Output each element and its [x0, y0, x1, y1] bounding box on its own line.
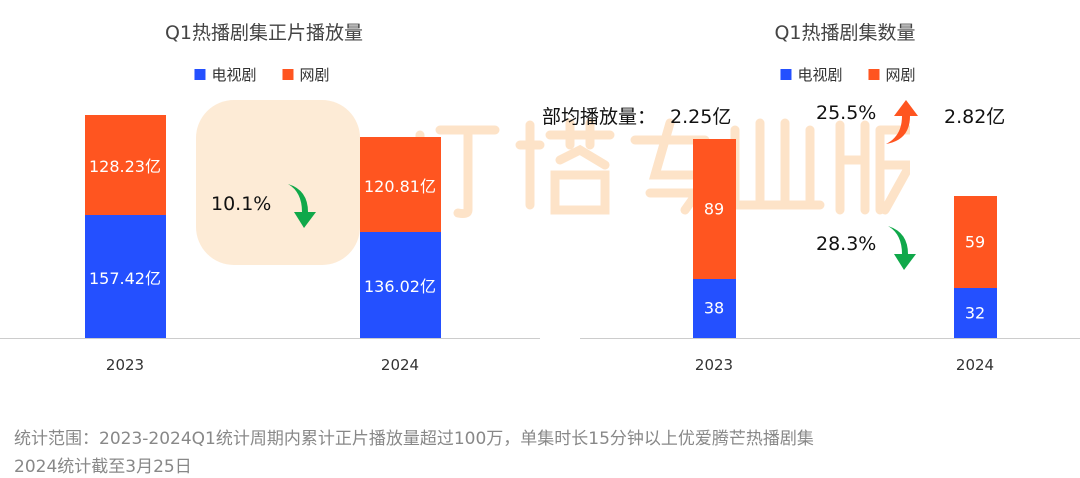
data-label: 128.23亿 — [89, 156, 161, 176]
data-label: 32 — [964, 303, 986, 323]
bar-2024-tv — [953, 287, 997, 338]
bar-2023-tv — [84, 215, 166, 338]
x-axis — [0, 338, 540, 339]
legend-swatch-web — [868, 69, 880, 80]
legend-swatch-web — [282, 69, 294, 80]
legend-swatch-tv — [194, 69, 206, 80]
legend: 电视剧 网剧 — [780, 64, 916, 85]
data-label: 120.81亿 — [364, 176, 436, 196]
bar-2024-web — [359, 137, 441, 232]
bar-2024-web — [953, 195, 997, 288]
down-arrow-icon — [288, 184, 316, 228]
chart-title: Q1热播剧集数量 — [774, 22, 916, 44]
avg-2023: 2.25亿 — [670, 106, 732, 128]
change-annotation: 10.1% — [211, 193, 272, 215]
data-label: 136.02亿 — [364, 276, 436, 296]
footnote-line-2: 2024统计截至3月25日 — [14, 457, 192, 477]
up-arrow-icon — [886, 100, 918, 144]
x-tick-label: 2023 — [105, 356, 145, 374]
x-tick-label: 2024 — [955, 356, 995, 374]
data-label: 59 — [964, 232, 986, 252]
avg-2024: 2.82亿 — [944, 106, 1006, 128]
avg-change: 25.5% — [816, 102, 877, 124]
watermark-lettering — [410, 118, 910, 219]
data-label: 38 — [703, 298, 725, 318]
bar-2023-web — [692, 139, 736, 279]
avg-label: 部均播放量： — [542, 106, 657, 128]
bar-2024-tv — [359, 231, 441, 338]
bar-2023-tv — [692, 278, 736, 338]
legend-swatch-tv — [780, 69, 792, 80]
legend-web: 网剧 — [885, 66, 916, 84]
legend-web: 网剧 — [299, 66, 330, 84]
watermark-logo — [196, 100, 360, 265]
count-change: 28.3% — [816, 233, 877, 255]
legend-tv: 电视剧 — [211, 66, 257, 84]
chart-title: Q1热播剧集正片播放量 — [164, 22, 364, 44]
data-label: 157.42亿 — [89, 268, 161, 288]
legend: 电视剧 网剧 — [194, 64, 330, 85]
legend-tv: 电视剧 — [797, 66, 843, 84]
down-arrow-icon — [888, 226, 916, 270]
x-tick-label: 2023 — [694, 356, 734, 374]
data-label: 89 — [703, 199, 725, 219]
footnote-line-1: 统计范围：2023-2024Q1统计周期内累计正片播放量超过100万，单集时长1… — [14, 429, 814, 449]
x-axis — [580, 338, 1080, 339]
bar-2023-web — [84, 114, 166, 216]
x-tick-label: 2024 — [380, 356, 420, 374]
avg-row: 部均播放量： 2.25亿 — [542, 102, 731, 129]
